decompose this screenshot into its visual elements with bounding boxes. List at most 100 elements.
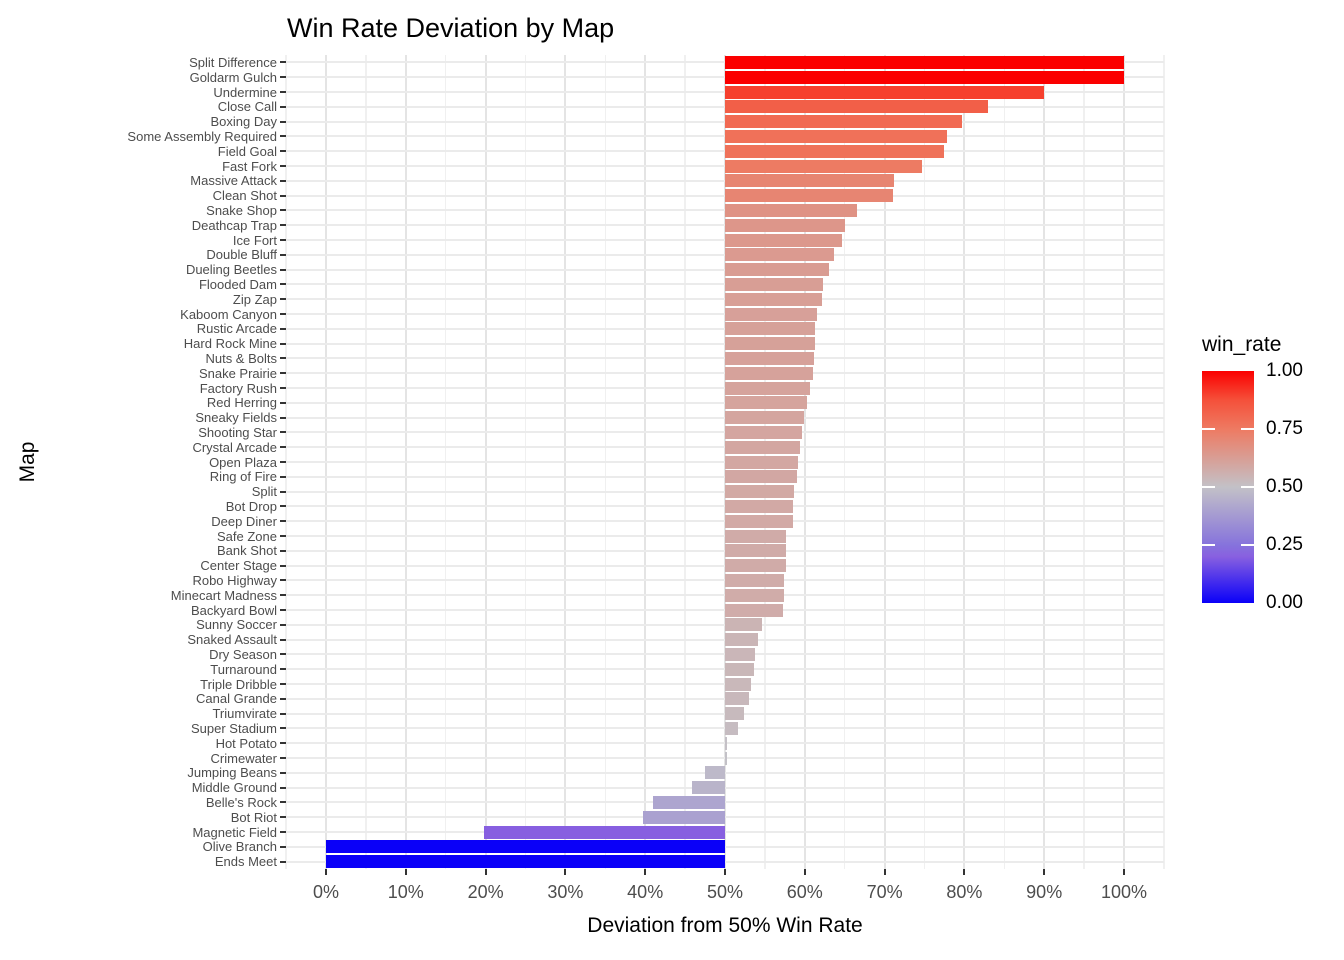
bar-safe-zone — [725, 529, 787, 543]
y-tick-label: Kaboom Canyon — [180, 306, 277, 322]
y-tick-label: Crystal Arcade — [192, 439, 277, 455]
bar-nuts-bolts — [725, 351, 815, 365]
y-tick-mark — [280, 372, 286, 375]
chart-title: Win Rate Deviation by Map — [287, 13, 615, 43]
y-tick-label: Bot Drop — [225, 498, 277, 514]
y-tick-label: Minecart Madness — [170, 587, 277, 603]
y-tick-mark — [280, 194, 286, 197]
y-tick-label: Field Goal — [217, 143, 277, 159]
y-tick-label: Undermine — [213, 84, 277, 100]
y-tick-label: Open Plaza — [209, 454, 277, 470]
y-tick-mark — [280, 727, 286, 730]
y-tick-label: Shooting Star — [198, 424, 277, 440]
gridline-horizontal — [286, 801, 1164, 804]
bar-close-call — [725, 100, 989, 114]
gridline-horizontal — [286, 816, 1164, 819]
y-tick-label: Snake Shop — [206, 202, 277, 218]
gridline-horizontal — [286, 860, 1164, 863]
y-tick-label: Magnetic Field — [192, 824, 277, 840]
x-tick-mark — [724, 869, 726, 875]
y-tick-mark — [280, 697, 286, 700]
y-tick-mark — [280, 150, 286, 153]
y-tick-mark — [280, 209, 286, 212]
x-tick-label: 0% — [312, 882, 339, 902]
bar-crimewater — [725, 751, 727, 765]
y-tick-label: Super Stadium — [191, 720, 277, 736]
y-tick-label: Backyard Bowl — [191, 602, 277, 618]
y-tick-mark — [280, 431, 286, 434]
y-tick-label: Double Bluff — [206, 247, 277, 263]
y-tick-mark — [280, 475, 286, 478]
bar-fast-fork — [725, 159, 923, 173]
y-tick-mark — [280, 387, 286, 389]
bar-ice-fort — [725, 233, 842, 247]
x-tick-label: 40% — [627, 882, 664, 902]
legend-title: win_rate — [1202, 333, 1282, 356]
bar-shooting-star — [725, 425, 803, 439]
y-tick-label: Bank Shot — [217, 543, 277, 559]
y-tick-mark — [280, 91, 286, 93]
x-tick-mark — [404, 869, 407, 875]
y-tick-label: Bot Riot — [230, 809, 277, 825]
bar-clean-shot — [725, 189, 893, 203]
x-tick-mark — [644, 869, 647, 875]
y-tick-mark — [280, 579, 286, 582]
x-tick-mark — [963, 869, 966, 875]
x-tick-mark — [883, 869, 886, 875]
y-tick-label: Some Assembly Required — [127, 128, 277, 144]
legend-tick-label: 1.00 — [1266, 360, 1303, 381]
bar-split-difference — [725, 55, 1124, 69]
bar-snaked-assault — [725, 633, 758, 647]
bar-hot-potato — [725, 736, 728, 750]
y-tick-mark — [280, 120, 286, 123]
legend-tick-mark — [1202, 486, 1215, 488]
y-tick-label: Robo Highway — [192, 572, 277, 588]
bar-goldarm-gulch — [725, 70, 1124, 84]
y-tick-mark — [280, 357, 286, 360]
bar-crystal-arcade — [725, 440, 800, 454]
y-tick-mark — [280, 327, 286, 330]
y-tick-mark — [280, 801, 286, 804]
y-tick-label: Snaked Assault — [187, 632, 277, 648]
bar-open-plaza — [725, 455, 798, 469]
bar-sunny-soccer — [725, 618, 762, 632]
y-tick-label: Ring of Fire — [209, 469, 277, 485]
y-tick-label: Triple Dribble — [200, 676, 277, 692]
x-tick-label: 60% — [786, 882, 823, 902]
y-tick-mark — [280, 253, 286, 256]
x-tick-label: 50% — [706, 882, 744, 902]
y-tick-mark — [280, 564, 286, 567]
legend-tick-mark — [1241, 544, 1254, 546]
bar-red-herring — [725, 396, 808, 410]
y-tick-label: Zip Zap — [232, 291, 277, 307]
bar-some-assembly-required — [725, 129, 947, 143]
y-tick-mark — [280, 461, 286, 463]
x-tick-label: 100% — [1100, 882, 1148, 902]
legend-tick-mark — [1202, 428, 1215, 430]
y-axis-title: Map — [16, 441, 39, 483]
y-tick-label: Split — [251, 484, 277, 500]
gridline-horizontal — [286, 786, 1164, 789]
y-tick-mark — [280, 771, 286, 774]
y-tick-label: Factory Rush — [199, 380, 277, 396]
legend-tick-label: 0.50 — [1266, 476, 1303, 497]
gridline-horizontal — [286, 845, 1164, 848]
y-tick-mark — [280, 742, 286, 745]
bar-canal-grande — [725, 692, 749, 706]
bar-jumping-beans — [705, 766, 725, 780]
y-tick-mark — [280, 239, 286, 241]
y-tick-mark — [280, 712, 286, 715]
y-tick-mark — [280, 76, 286, 79]
bar-snake-prairie — [725, 366, 813, 380]
bar-bot-drop — [725, 499, 793, 513]
y-tick-mark — [280, 653, 286, 656]
bar-super-stadium — [725, 721, 738, 735]
y-tick-label: Ice Fort — [232, 232, 277, 248]
bar-rustic-arcade — [725, 322, 816, 336]
legend-tick-label: 0.25 — [1266, 534, 1303, 555]
y-tick-label: Center Stage — [200, 558, 277, 574]
bar-triumvirate — [725, 707, 745, 721]
bar-belle-s-rock — [653, 795, 725, 809]
y-tick-mark — [280, 61, 286, 64]
